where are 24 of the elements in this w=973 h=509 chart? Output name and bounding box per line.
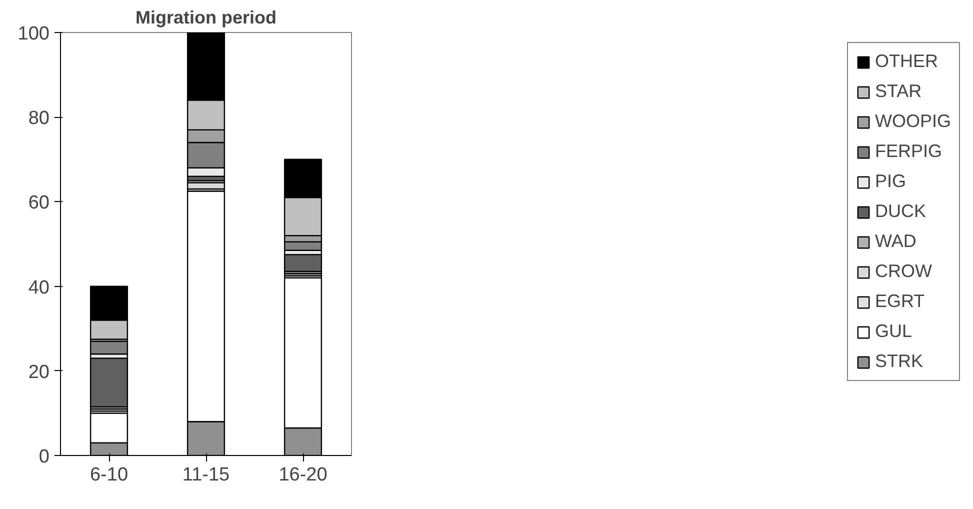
- legend-label: WAD: [875, 231, 916, 252]
- bar: [284, 254, 322, 272]
- legend-label: OTHER: [875, 51, 938, 72]
- legend-label: WOOPIG: [875, 111, 951, 132]
- x-tick-label: 11-15: [182, 464, 230, 486]
- y-tick-label: 40: [28, 277, 50, 298]
- y-tick-label: 20: [28, 362, 50, 383]
- legend-label: CROW: [875, 261, 932, 282]
- legend-label: DUCK: [875, 201, 926, 222]
- y-tick-label: 0: [38, 446, 50, 468]
- y-tick-label: 80: [28, 108, 50, 130]
- legend-label: STAR: [875, 81, 922, 102]
- x-tick-label: 16-20: [278, 464, 328, 486]
- legend-label: EGRT: [875, 291, 925, 312]
- y-tick-label: 60: [28, 192, 50, 214]
- legend-label: STRK: [875, 351, 924, 372]
- legend-label: FERPIG: [875, 141, 942, 162]
- chart-title: Migration period: [136, 8, 277, 28]
- bar: [90, 340, 128, 355]
- y-tick-label: 100: [18, 24, 50, 44]
- legend-label: GUL: [875, 321, 912, 342]
- x-tick-label: 6-10: [90, 464, 128, 486]
- legend-label: PIG: [875, 171, 906, 192]
- bar: [90, 358, 128, 408]
